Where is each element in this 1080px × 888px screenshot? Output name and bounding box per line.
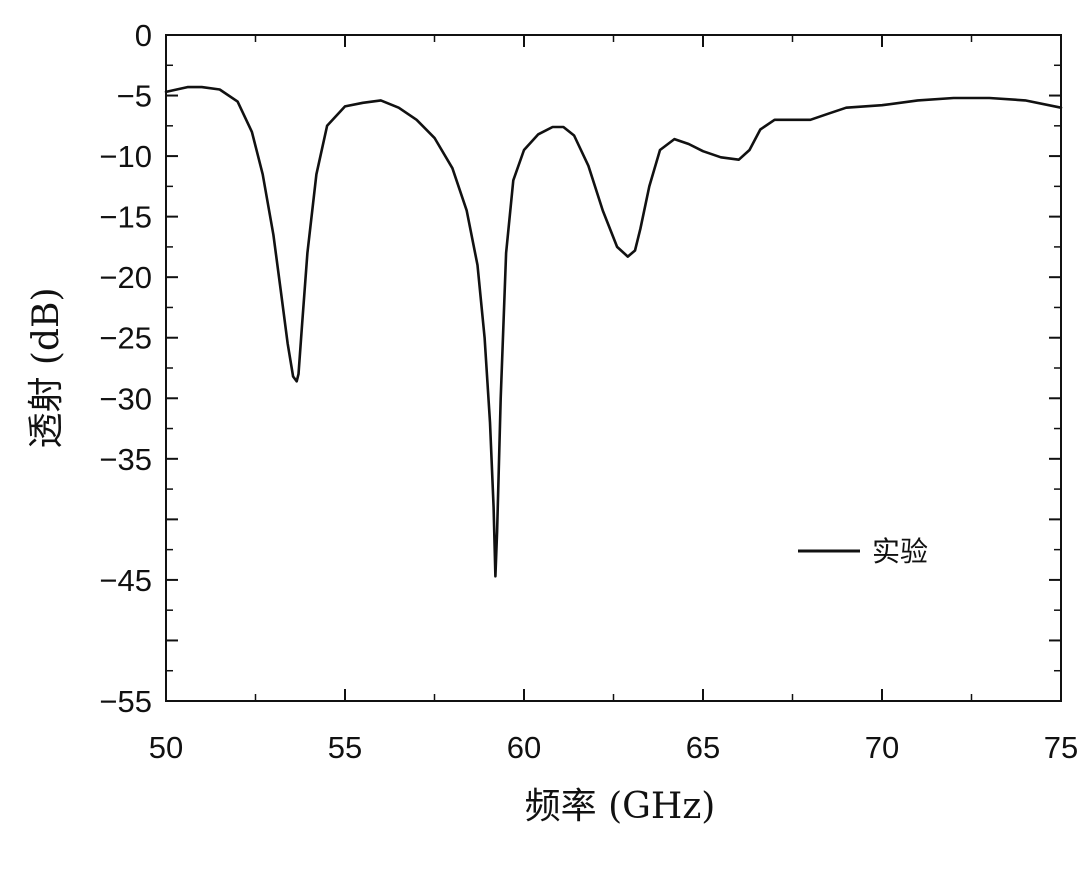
x-axis-title: 频率 (GHz) bbox=[525, 786, 716, 827]
x-tick-label: 60 bbox=[507, 730, 541, 765]
x-tick-label: 70 bbox=[865, 730, 899, 765]
series-line-实验 bbox=[164, 85, 1063, 578]
y-tick-label: −35 bbox=[99, 442, 152, 477]
legend-label: 实验 bbox=[872, 535, 928, 568]
plot-area-frame bbox=[165, 34, 1062, 702]
x-tick-label: 50 bbox=[149, 730, 183, 765]
x-tick-label: 65 bbox=[686, 730, 720, 765]
y-tick-label: −30 bbox=[99, 381, 152, 416]
y-tick-label: −25 bbox=[99, 321, 152, 356]
y-tick-label: −20 bbox=[99, 260, 152, 295]
axes-layer: 50 55 60 65 70 75 0 −5 −10 −15 −20 −25 −30 −35 −45 −55 bbox=[99, 18, 1078, 765]
y-tick-label: 0 bbox=[135, 18, 152, 53]
y-axis-title: 透射 (dB) bbox=[26, 287, 67, 448]
y-tick-label: −10 bbox=[99, 139, 152, 174]
y-tick-label: −45 bbox=[99, 563, 152, 598]
y-tick-label: −55 bbox=[99, 684, 152, 719]
x-tick-label: 75 bbox=[1044, 730, 1078, 765]
legend: 实验 bbox=[798, 535, 928, 568]
x-tick-label: 55 bbox=[328, 730, 362, 765]
y-tick-label: −15 bbox=[99, 200, 152, 235]
y-tick-label: −5 bbox=[117, 79, 152, 114]
